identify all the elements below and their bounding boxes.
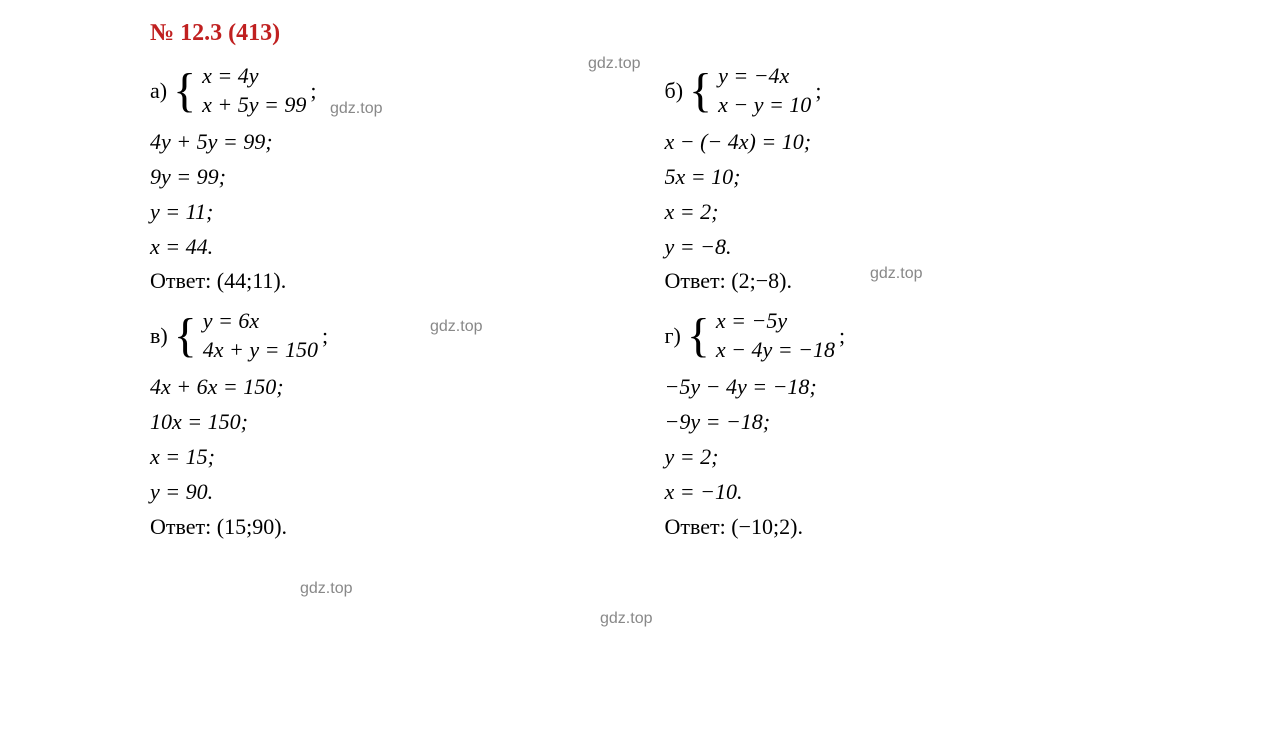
label-a: а) xyxy=(150,78,167,104)
watermark-text: gdz.top xyxy=(430,318,482,336)
step-line: 4y + 5y = 99; xyxy=(150,127,635,158)
system-b: б) { y = −4x x − y = 10 ; xyxy=(665,62,1230,119)
step-line: y = −8. xyxy=(665,232,1230,263)
answer-value: (2;−8). xyxy=(731,268,792,293)
problem-b: б) { y = −4x x − y = 10 ; x − (− 4x) = 1… xyxy=(635,62,1230,307)
system-eq: 4x + y = 150 xyxy=(203,336,318,365)
problem-number-header: № 12.3 (413) xyxy=(150,20,1229,47)
system-content-v: y = 6x 4x + y = 150 xyxy=(203,307,318,364)
semicolon: ; xyxy=(310,78,316,104)
label-b: б) xyxy=(665,78,684,104)
step-line: y = 2; xyxy=(665,442,1230,473)
document-container: № 12.3 (413) а) { x = 4y x + 5y = 99 ; 4… xyxy=(40,20,1229,552)
system-a: а) { x = 4y x + 5y = 99 ; xyxy=(150,62,635,119)
problem-a: а) { x = 4y x + 5y = 99 ; 4y + 5y = 99; … xyxy=(40,62,635,307)
step-line: y = 11; xyxy=(150,197,635,228)
answer-label: Ответ: xyxy=(150,268,217,293)
label-g: г) xyxy=(665,323,681,349)
system-eq: x − 4y = −18 xyxy=(716,336,835,365)
system-g: г) { x = −5y x − 4y = −18 ; xyxy=(665,307,1230,364)
watermark-text: gdz.top xyxy=(588,55,640,73)
brace-icon: { xyxy=(687,324,710,348)
brace-icon: { xyxy=(173,79,196,103)
system-eq: x = −5y xyxy=(716,307,835,336)
step-line: −9y = −18; xyxy=(665,407,1230,438)
answer-g: Ответ: (−10;2). xyxy=(665,512,1230,543)
problem-v: в) { y = 6x 4x + y = 150 ; 4x + 6x = 150… xyxy=(40,307,635,552)
step-line: 9y = 99; xyxy=(150,162,635,193)
semicolon: ; xyxy=(322,323,328,349)
answer-value: (−10;2). xyxy=(731,514,803,539)
step-line: x = 15; xyxy=(150,442,635,473)
system-eq: x + 5y = 99 xyxy=(202,91,306,120)
system-eq: y = 6x xyxy=(203,307,318,336)
step-line: x = −10. xyxy=(665,477,1230,508)
step-line: x − (− 4x) = 10; xyxy=(665,127,1230,158)
watermark-text: gdz.top xyxy=(870,265,922,283)
system-v: в) { y = 6x 4x + y = 150 ; xyxy=(150,307,635,364)
label-v: в) xyxy=(150,323,168,349)
answer-label: Ответ: xyxy=(665,514,732,539)
system-eq: x = 4y xyxy=(202,62,306,91)
step-line: x = 2; xyxy=(665,197,1230,228)
system-content-b: y = −4x x − y = 10 xyxy=(718,62,811,119)
brace-icon: { xyxy=(174,324,197,348)
answer-label: Ответ: xyxy=(150,514,217,539)
semicolon: ; xyxy=(815,78,821,104)
answer-label: Ответ: xyxy=(665,268,732,293)
problem-g: г) { x = −5y x − 4y = −18 ; −5y − 4y = −… xyxy=(635,307,1230,552)
watermark-text: gdz.top xyxy=(300,580,352,598)
system-eq: y = −4x xyxy=(718,62,811,91)
answer-v: Ответ: (15;90). xyxy=(150,512,635,543)
brace-icon: { xyxy=(689,79,712,103)
answer-b: Ответ: (2;−8). xyxy=(665,266,1230,297)
step-line: 5x = 10; xyxy=(665,162,1230,193)
row-2: в) { y = 6x 4x + y = 150 ; 4x + 6x = 150… xyxy=(40,307,1229,552)
watermark-text: gdz.top xyxy=(600,610,652,628)
answer-a: Ответ: (44;11). xyxy=(150,266,635,297)
system-eq: x − y = 10 xyxy=(718,91,811,120)
step-line: y = 90. xyxy=(150,477,635,508)
answer-value: (44;11). xyxy=(217,268,286,293)
step-line: 4x + 6x = 150; xyxy=(150,372,635,403)
watermark-text: gdz.top xyxy=(330,100,382,118)
row-1: а) { x = 4y x + 5y = 99 ; 4y + 5y = 99; … xyxy=(40,62,1229,307)
answer-value: (15;90). xyxy=(217,514,287,539)
system-content-g: x = −5y x − 4y = −18 xyxy=(716,307,835,364)
semicolon: ; xyxy=(839,323,845,349)
step-line: −5y − 4y = −18; xyxy=(665,372,1230,403)
step-line: x = 44. xyxy=(150,232,635,263)
system-content-a: x = 4y x + 5y = 99 xyxy=(202,62,306,119)
step-line: 10x = 150; xyxy=(150,407,635,438)
